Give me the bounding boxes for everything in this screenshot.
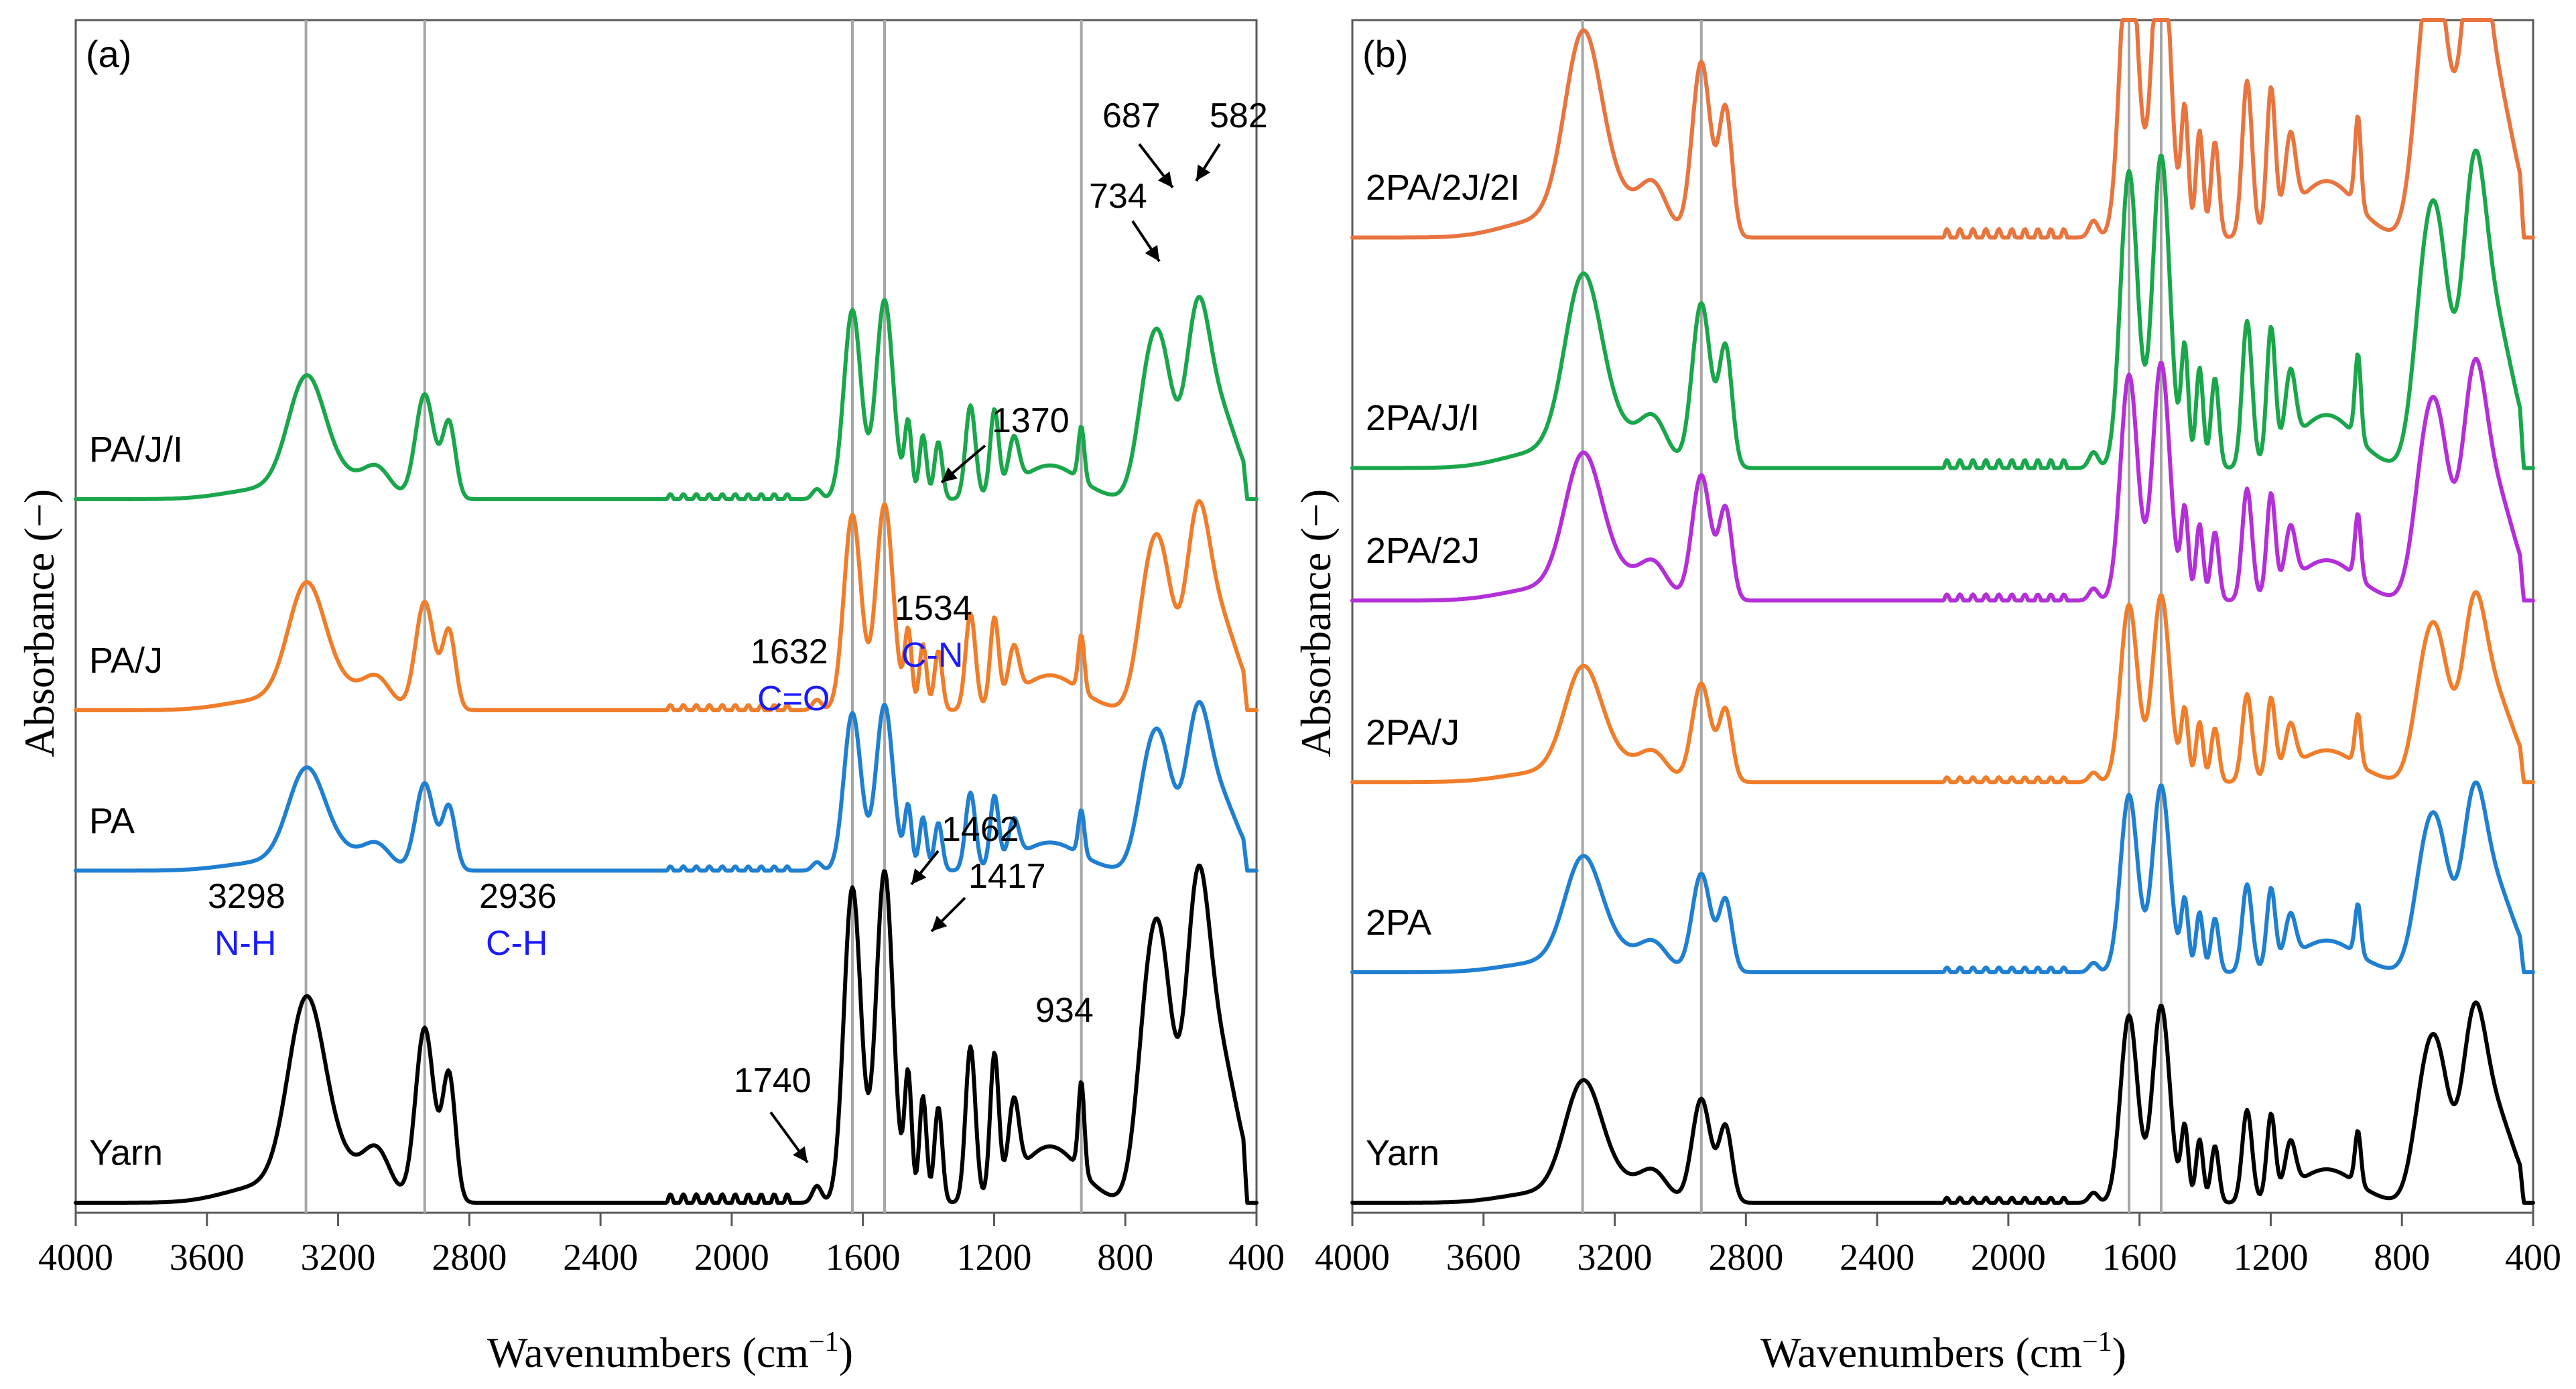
x-tick-label: 800 [1097, 1237, 1153, 1278]
series-line-pa-j [74, 499, 1259, 712]
x-tick-label: 1600 [2102, 1237, 2177, 1278]
annotation-1370: 1370 [992, 401, 1070, 440]
panel-a-reference-lines [304, 20, 1083, 1213]
panel-a-label: (a) [86, 33, 131, 75]
series-label: PA [89, 801, 135, 842]
series-label: PA/J/I [89, 429, 183, 470]
annotation-arrowhead [911, 868, 927, 884]
annotation-1632: 1632 [751, 633, 828, 671]
series-label: 2PA [1366, 903, 1431, 943]
x-tick-label: 400 [2505, 1237, 2561, 1278]
series-label: 2PA/J/I [1366, 398, 1480, 438]
series-label: 2PA/2J/2I [1366, 168, 1520, 208]
annotation-1417: 1417 [968, 857, 1046, 896]
annotation-2936: 2936 [479, 877, 557, 916]
panel-a-x-ticks: 4000 3600 3200 2800 2400 2000 1600 1200 800 400 [38, 1213, 1285, 1278]
annotation-1462: 1462 [942, 810, 1019, 849]
annotation-734: 734 [1089, 177, 1147, 216]
annotation-582: 582 [1210, 96, 1268, 135]
annotation-1534: 1534 [895, 589, 972, 628]
x-tick-label: 2400 [563, 1237, 638, 1278]
panel-b-x-axis-title: Wavenumbers (cm−1) [1760, 1327, 2126, 1376]
series-line-pa [74, 700, 1259, 873]
series-line-yarn [1350, 1000, 2535, 1205]
series-line-2pa [1350, 780, 2535, 974]
panel-a-series: Yarn PA PA/J PA/J/I [74, 295, 1259, 1205]
x-tick-label: 3600 [1446, 1237, 1521, 1278]
panel-a-x-axis-title: Wavenumbers (cm−1) [487, 1327, 853, 1376]
annotation-934: 934 [1035, 991, 1094, 1030]
annotation-arrowhead [793, 1146, 808, 1163]
series-line-pa-j-i [74, 295, 1259, 501]
x-tick-label: 400 [1228, 1237, 1285, 1278]
annotation-bond-1632: C=O [757, 679, 830, 718]
annotation-arrowhead [1157, 171, 1173, 188]
panel-a-y-axis-title: Absorbance (−) [15, 489, 63, 757]
panel-b-y-axis-title: Absorbance (−) [1292, 489, 1340, 757]
panel-b-frame [1351, 19, 2534, 1214]
series-label: 2PA/J [1366, 712, 1460, 752]
x-tick-label: 1200 [956, 1237, 1031, 1278]
x-tick-label: 3200 [301, 1237, 376, 1278]
x-tick-label: 4000 [38, 1237, 113, 1278]
x-tick-label: 3200 [1577, 1237, 1653, 1278]
x-tick-label: 4000 [1315, 1237, 1390, 1278]
x-tick-label: 3600 [170, 1237, 245, 1278]
x-tick-label: 2000 [694, 1237, 769, 1278]
x-tick-label: 1200 [2233, 1237, 2308, 1278]
series-label: Yarn [89, 1132, 163, 1173]
annotation-bond-3298: N-H [214, 924, 276, 963]
annotation-bond-1534: C-N [901, 636, 963, 675]
series-line-yarn [74, 863, 1259, 1205]
annotation-arrowhead [1196, 164, 1211, 181]
x-tick-label: 1600 [826, 1237, 901, 1278]
x-tick-label: 2800 [1708, 1237, 1783, 1278]
annotation-3298: 3298 [208, 877, 285, 916]
panel-a: Yarn PA PA/J PA/J/I 4000 3600 3200 2800 2400 200… [15, 19, 1285, 1376]
panel-b: Yarn 2PA 2PA/J 2PA/2J 2PA/J/I 2PA/2J/2I 4000 3… [1292, 18, 2561, 1376]
x-tick-label: 2400 [1840, 1237, 1915, 1278]
annotation-arrowhead [1145, 245, 1159, 261]
panel-b-x-ticks: 4000 3600 3200 2800 2400 2000 1600 1200 800 400 [1315, 1213, 2561, 1278]
series-line-2pa-j-i [1350, 148, 2535, 470]
panel-a-annotations: 3298 N-H 2936 C-H 1632 C=O 1534 C-N 1740 1462 1417… [208, 96, 1268, 1164]
x-tick-label: 2000 [1971, 1237, 2046, 1278]
annotation-bond-2936: C-H [486, 924, 548, 963]
series-label: Yarn [1366, 1133, 1439, 1173]
annotation-arrowhead [942, 467, 958, 482]
series-line-2pa-2j-2i [1350, 18, 2535, 240]
panel-b-series: Yarn 2PA 2PA/J 2PA/2J 2PA/J/I 2PA/2J/2I [1350, 18, 2535, 1205]
annotation-1740: 1740 [734, 1061, 812, 1100]
panel-a-frame [74, 19, 1258, 1214]
x-tick-label: 800 [2374, 1237, 2430, 1278]
annotation-687: 687 [1102, 96, 1161, 135]
series-line-2pa-j [1350, 590, 2535, 785]
series-line-2pa-2j [1350, 356, 2535, 603]
x-tick-label: 2800 [432, 1237, 507, 1278]
annotation-arrowhead [931, 915, 948, 931]
series-label: PA/J [89, 641, 163, 681]
panel-b-label: (b) [1362, 33, 1408, 75]
series-label: 2PA/2J [1366, 531, 1480, 571]
